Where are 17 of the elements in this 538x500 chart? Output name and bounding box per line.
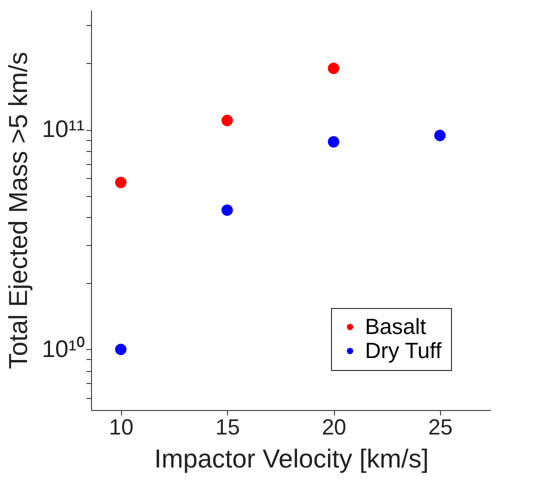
point xyxy=(221,204,233,216)
y-tick-label: 10¹¹ xyxy=(42,116,84,144)
x-tick-label: 15 xyxy=(215,414,240,440)
legend-label: Dry Tuff xyxy=(365,338,442,363)
x-tick-label: 20 xyxy=(322,414,346,440)
x-axis-title: Impactor Velocity [km/s] xyxy=(154,444,429,474)
point xyxy=(221,114,233,126)
x-tick-label: 25 xyxy=(428,414,453,440)
x-tick-label: 10 xyxy=(109,414,134,440)
y-axis-title: Total Ejected Mass >5 km/s xyxy=(2,52,33,370)
point xyxy=(434,130,446,142)
point xyxy=(328,62,340,74)
point xyxy=(115,176,126,188)
point xyxy=(328,136,340,148)
y-tick-label: 10¹⁰ xyxy=(42,336,84,363)
point xyxy=(115,344,126,356)
legend-label: Basalt xyxy=(365,314,426,339)
